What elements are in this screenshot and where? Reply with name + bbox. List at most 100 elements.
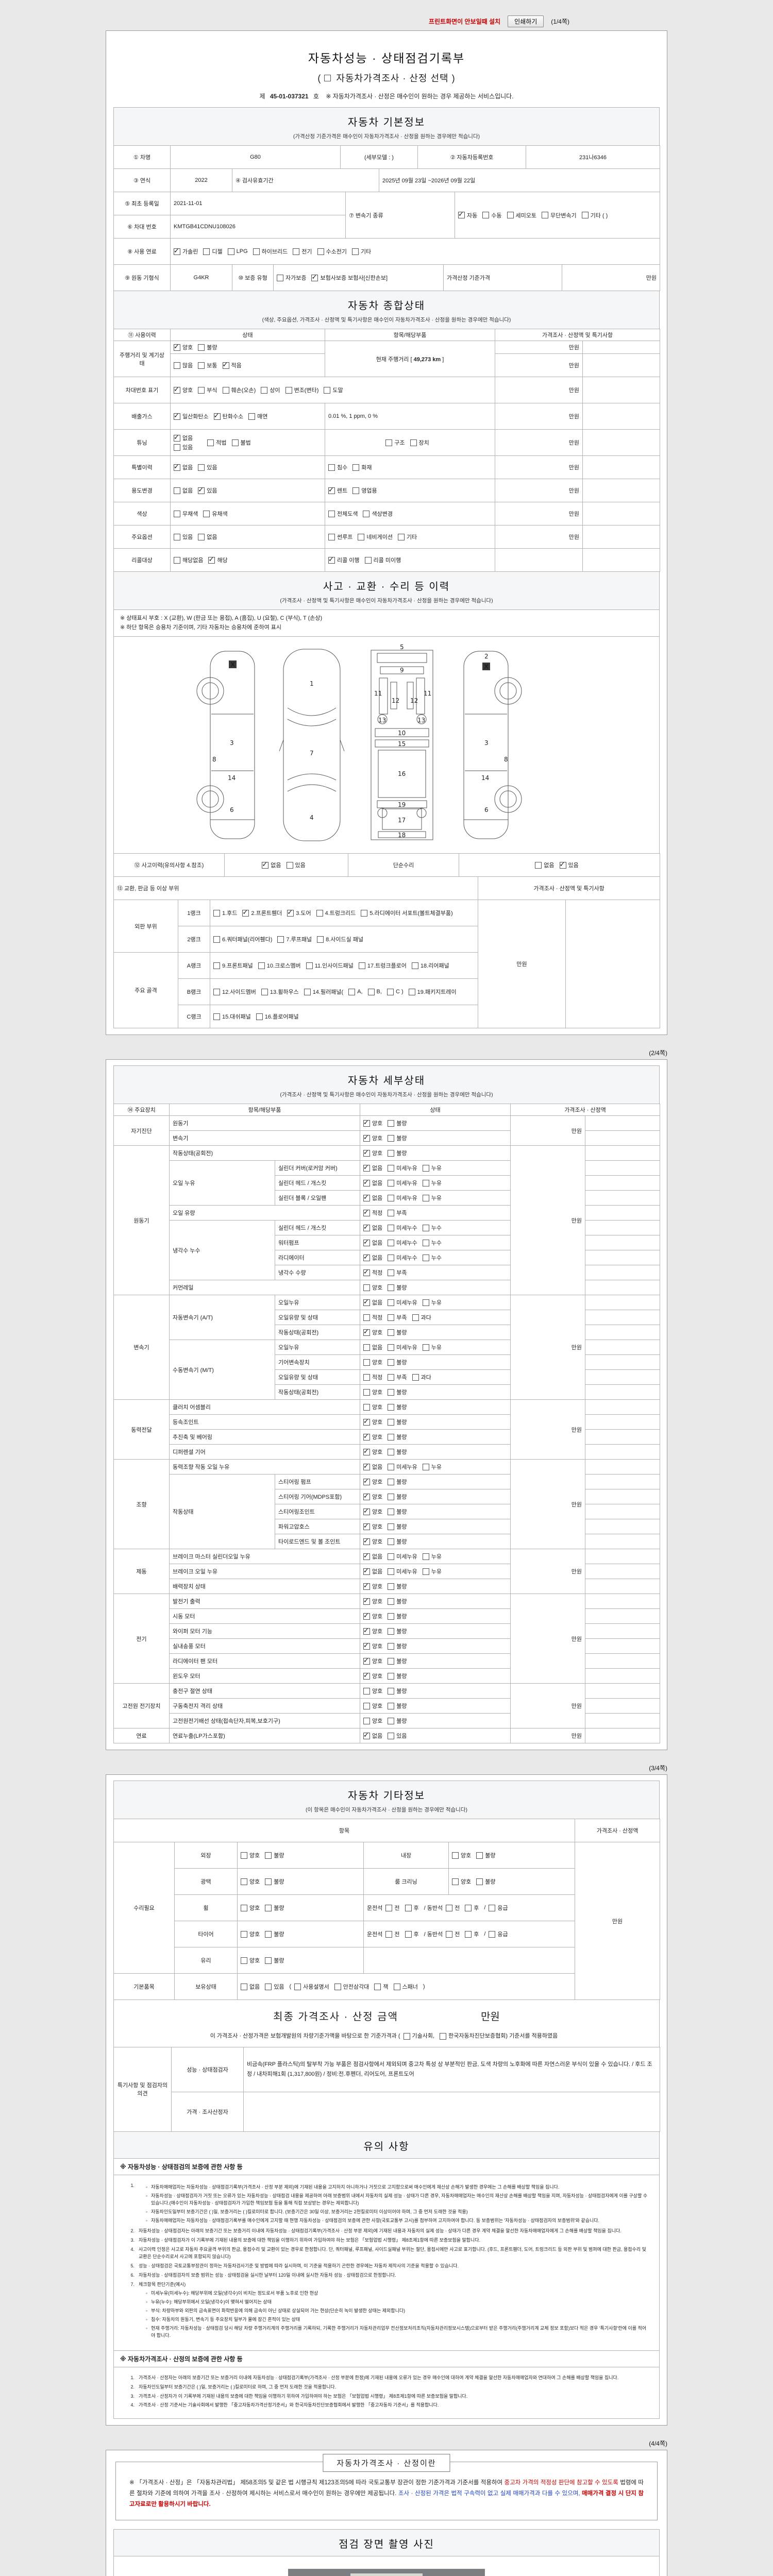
checkbox[interactable] [422, 1463, 429, 1470]
checkbox[interactable] [363, 1626, 370, 1635]
checkbox[interactable] [388, 1553, 395, 1560]
checkbox[interactable] [363, 1432, 370, 1440]
checkbox[interactable] [388, 1134, 395, 1142]
checkbox[interactable] [388, 1149, 395, 1157]
checkbox[interactable] [410, 439, 417, 446]
checkbox[interactable] [393, 1983, 400, 1990]
checkbox[interactable] [328, 464, 335, 471]
checkbox[interactable] [351, 248, 359, 255]
print-install-hint[interactable]: 프린트화면이 안보일때 설치 [428, 18, 501, 25]
checkbox[interactable] [265, 1852, 272, 1859]
checkbox[interactable] [440, 2033, 447, 2040]
checkbox[interactable] [222, 361, 229, 369]
checkbox[interactable] [388, 1433, 395, 1440]
checkbox[interactable] [256, 1013, 263, 1020]
checkbox[interactable] [388, 1194, 395, 1201]
checkbox[interactable] [363, 1567, 370, 1575]
checkbox[interactable] [265, 1878, 272, 1885]
checkbox[interactable] [174, 362, 180, 369]
checkbox[interactable] [198, 344, 205, 351]
checkbox[interactable] [388, 1314, 395, 1321]
checkbox[interactable] [363, 1731, 370, 1739]
checkbox[interactable] [363, 1641, 370, 1650]
checkbox[interactable] [174, 533, 180, 540]
checkbox[interactable] [422, 1164, 429, 1172]
checkbox[interactable] [328, 510, 335, 517]
checkbox[interactable] [403, 2033, 410, 2040]
checkbox[interactable] [198, 464, 205, 471]
checkbox[interactable] [241, 1983, 247, 1990]
checkbox[interactable] [363, 1671, 370, 1680]
checkbox[interactable] [386, 988, 394, 995]
checkbox[interactable] [242, 908, 249, 917]
checkbox[interactable] [241, 1878, 247, 1885]
checkbox[interactable] [363, 1253, 370, 1261]
checkbox[interactable] [294, 1983, 301, 1990]
checkbox[interactable] [311, 273, 318, 281]
checkbox[interactable] [385, 1930, 393, 1938]
checkbox[interactable] [207, 439, 214, 446]
checkbox[interactable] [363, 1582, 370, 1590]
checkbox[interactable] [388, 1702, 395, 1709]
checkbox[interactable] [363, 1163, 370, 1172]
checkbox[interactable] [277, 274, 283, 281]
checkbox[interactable] [174, 463, 180, 471]
checkbox[interactable] [388, 1359, 395, 1366]
checkbox[interactable] [174, 343, 180, 351]
price-survey-select-checkbox[interactable] [324, 75, 331, 81]
checkbox[interactable] [465, 1930, 472, 1938]
checkbox[interactable] [265, 1930, 272, 1938]
checkbox[interactable] [388, 1299, 395, 1306]
checkbox[interactable] [446, 1904, 453, 1911]
checkbox[interactable] [174, 556, 180, 564]
checkbox[interactable] [286, 861, 293, 869]
checkbox[interactable] [241, 1852, 247, 1859]
checkbox[interactable] [388, 1418, 395, 1426]
checkbox[interactable] [422, 1194, 429, 1201]
checkbox[interactable] [174, 487, 180, 494]
checkbox[interactable] [328, 533, 335, 540]
checkbox[interactable] [285, 386, 292, 394]
checkbox[interactable] [388, 1478, 395, 1485]
checkbox[interactable] [363, 1552, 370, 1560]
checkbox[interactable] [213, 909, 220, 917]
checkbox[interactable] [316, 909, 323, 917]
checkbox[interactable] [213, 988, 220, 995]
checkbox[interactable] [388, 1523, 395, 1530]
checkbox[interactable] [363, 1238, 370, 1246]
checkbox[interactable] [363, 1359, 370, 1366]
checkbox[interactable] [363, 1417, 370, 1426]
checkbox[interactable] [174, 247, 180, 255]
checkbox[interactable] [287, 908, 294, 917]
checkbox[interactable] [388, 1120, 395, 1127]
checkbox[interactable] [422, 1179, 429, 1187]
checkbox[interactable] [258, 962, 265, 969]
checkbox[interactable] [388, 1388, 395, 1396]
checkbox[interactable] [198, 386, 205, 394]
checkbox[interactable] [388, 1657, 395, 1665]
checkbox[interactable] [363, 1537, 370, 1545]
checkbox[interactable] [388, 1613, 395, 1620]
checkbox[interactable] [363, 1208, 370, 1216]
checkbox[interactable] [306, 962, 313, 969]
checkbox[interactable] [408, 988, 415, 995]
checkbox[interactable] [363, 1284, 370, 1291]
checkbox[interactable] [262, 860, 269, 869]
checkbox[interactable] [208, 555, 215, 564]
checkbox[interactable] [317, 936, 324, 943]
checkbox[interactable] [388, 1717, 395, 1724]
checkbox[interactable] [363, 1223, 370, 1231]
checkbox[interactable] [388, 1254, 395, 1261]
checkbox[interactable] [363, 1447, 370, 1455]
checkbox[interactable] [388, 1583, 395, 1590]
checkbox[interactable] [363, 1507, 370, 1515]
checkbox[interactable] [388, 1269, 395, 1276]
checkbox[interactable] [213, 936, 220, 943]
checkbox[interactable] [422, 1239, 429, 1246]
checkbox[interactable] [397, 533, 405, 540]
checkbox[interactable] [174, 385, 180, 394]
checkbox[interactable] [213, 1013, 220, 1020]
checkbox[interactable] [388, 1642, 395, 1650]
checkbox[interactable] [334, 1983, 341, 1990]
checkbox[interactable] [422, 1299, 429, 1306]
